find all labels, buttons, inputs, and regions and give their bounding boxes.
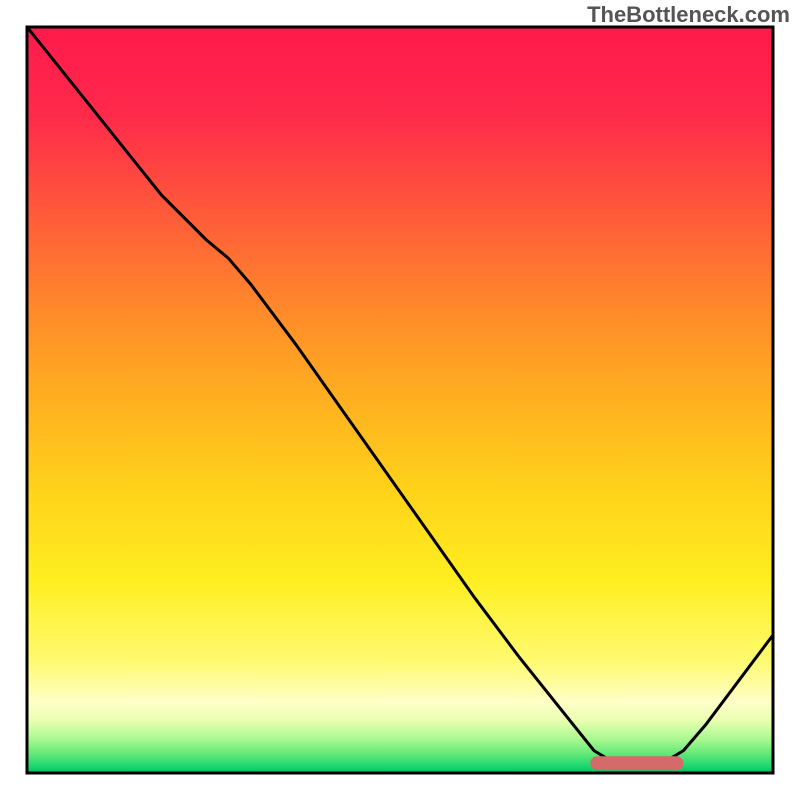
- plot-background: [27, 27, 773, 773]
- optimal-range-marker: [590, 756, 683, 770]
- watermark-text: TheBottleneck.com: [587, 2, 790, 28]
- bottleneck-chart: [0, 0, 800, 800]
- chart-container: TheBottleneck.com: [0, 0, 800, 800]
